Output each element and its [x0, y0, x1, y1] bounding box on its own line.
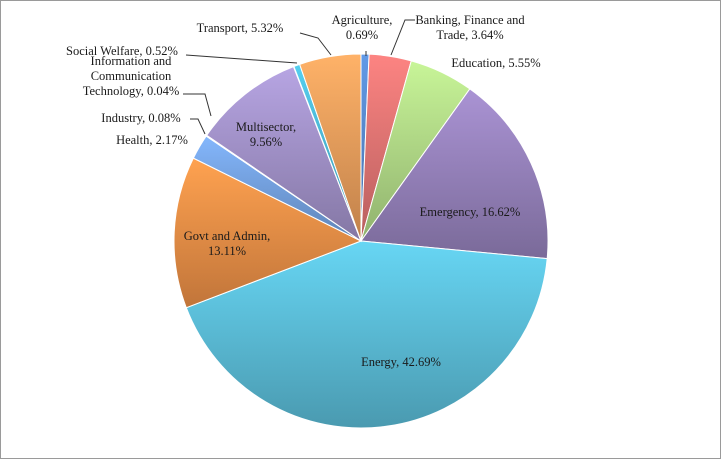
leader-line — [390, 19, 415, 56]
pie-slice-energy — [185, 240, 548, 429]
leader-lines — [183, 19, 415, 135]
slice-label: Multisector, 9.56% — [236, 120, 296, 149]
leader-line — [183, 93, 212, 117]
slice-labels: Agriculture, 0.69% Banking, Finance and Tra… — [66, 13, 541, 369]
slice-label: Govt and Admin, 13.11% — [184, 229, 270, 258]
slice-label: Social Welfare, 0.52% — [66, 44, 178, 58]
leader-line — [299, 32, 332, 56]
slice-label: Health, 2.17% — [116, 133, 188, 147]
leader-line — [190, 118, 206, 135]
slice-label: Information and Communication Technology, … — [83, 54, 180, 98]
slice-label: Banking, Finance and Trade, 3.64% — [415, 13, 525, 42]
pie-slice-emergency — [360, 88, 549, 260]
pie-slices — [173, 53, 549, 429]
slice-label: Education, 5.55% — [451, 56, 540, 70]
slice-label: Emergency, 16.62% — [420, 205, 521, 219]
slice-label: Transport, 5.32% — [197, 21, 284, 35]
slice-label: Energy, 42.69% — [361, 355, 441, 369]
slice-label: Agriculture, 0.69% — [332, 13, 393, 42]
pie-slice-multisector — [206, 65, 363, 243]
pie-slice-transport — [299, 53, 362, 242]
slice-label: Industry, 0.08% — [101, 111, 180, 125]
leader-line — [185, 54, 298, 64]
pie-slice-govt-and-admin — [173, 157, 363, 309]
